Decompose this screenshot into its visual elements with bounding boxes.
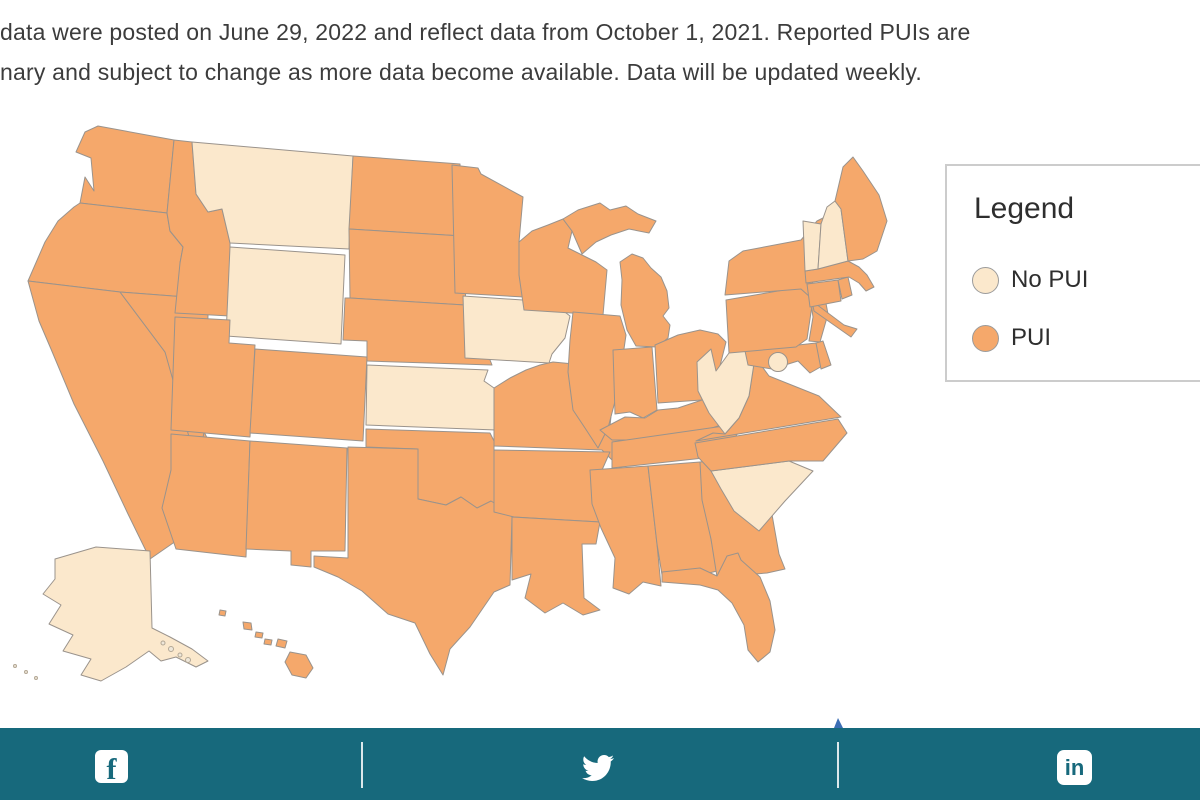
state-alaska[interactable] [42, 546, 209, 682]
state-florida[interactable] [661, 552, 776, 663]
state-connecticut[interactable] [806, 279, 842, 308]
twitter-icon[interactable] [579, 752, 617, 784]
state-district-of-columbia[interactable] [768, 352, 788, 372]
state-north-carolina[interactable] [694, 418, 848, 472]
state-hawaii-maui[interactable] [275, 638, 288, 649]
legend-item-label: PUI [1011, 324, 1052, 351]
state-michigan[interactable] [619, 253, 671, 348]
notice-line-1: data were posted on June 29, 2022 and re… [0, 19, 971, 45]
no-pui-swatch-icon [972, 266, 999, 294]
legend-item-no-pui: No PUI [972, 266, 1088, 294]
state-illinois[interactable] [567, 311, 627, 449]
legend-item-pui: PUI [972, 324, 1051, 352]
state-delaware[interactable] [815, 340, 832, 370]
state-colorado[interactable] [249, 348, 368, 442]
blue-marker-icon [834, 718, 843, 728]
linkedin-glyph: in [1064, 754, 1085, 780]
state-louisiana[interactable] [511, 516, 601, 616]
state-wisconsin[interactable] [518, 218, 608, 316]
twitter-bird-icon [582, 754, 615, 782]
facebook-icon[interactable]: f [95, 750, 128, 783]
state-utah[interactable] [170, 316, 256, 438]
footer-divider [837, 742, 839, 788]
state-new-york-long-island[interactable] [811, 300, 858, 338]
legend-panel: Legend No PUI PUI [945, 164, 1200, 382]
state-hawaii-lanai[interactable] [263, 638, 273, 646]
footer-divider [361, 742, 363, 788]
state-hawaii-molokai[interactable] [254, 631, 264, 639]
state-maine[interactable] [834, 156, 888, 262]
state-washington[interactable] [75, 125, 175, 214]
alaska-archipelago-islands [13, 640, 191, 680]
state-wyoming[interactable] [225, 246, 346, 345]
legend-title: Legend [974, 192, 1075, 225]
state-hawaii-kauai[interactable] [218, 609, 227, 617]
state-indiana[interactable] [612, 346, 658, 419]
state-kansas[interactable] [365, 364, 497, 431]
notice-text: data were posted on June 29, 2022 and re… [0, 12, 1200, 92]
state-texas[interactable] [313, 446, 513, 676]
state-west-virginia[interactable] [696, 346, 756, 435]
legend-item-label: No PUI [1011, 266, 1089, 293]
state-michigan-upper-peninsula[interactable] [562, 202, 657, 255]
linkedin-icon[interactable]: in [1057, 750, 1092, 785]
pui-swatch-icon [972, 324, 999, 352]
facebook-glyph: f [106, 753, 117, 784]
state-north-dakota[interactable] [348, 155, 463, 237]
state-south-dakota[interactable] [348, 228, 469, 306]
state-new-mexico[interactable] [245, 440, 348, 568]
state-arizona[interactable] [161, 433, 251, 558]
state-hawaii-oahu[interactable] [242, 621, 253, 631]
state-south-carolina[interactable] [710, 460, 814, 532]
notice-line-2: nary and subject to change as more data … [0, 59, 922, 85]
state-pennsylvania[interactable] [725, 286, 814, 354]
state-hawaii-big-island[interactable] [284, 651, 314, 679]
state-oregon[interactable] [27, 202, 187, 298]
state-minnesota[interactable] [451, 164, 525, 298]
